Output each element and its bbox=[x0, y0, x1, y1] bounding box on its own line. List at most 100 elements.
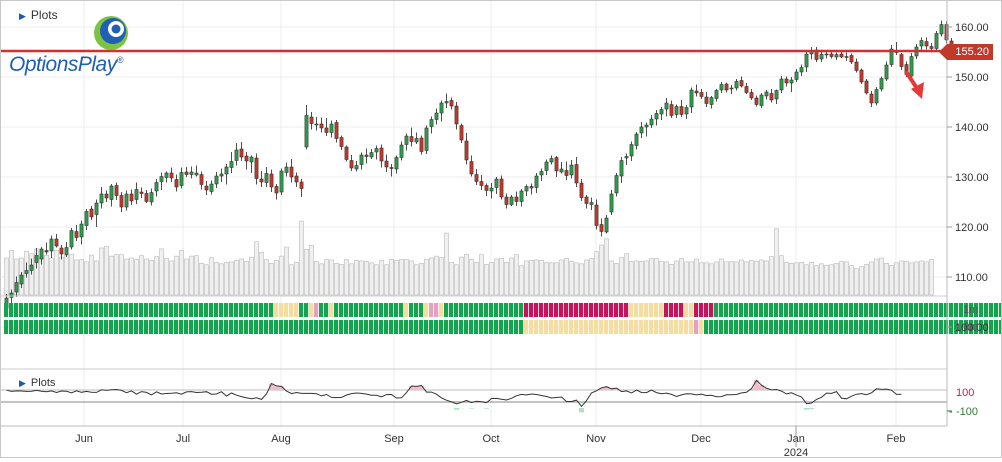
candle-body bbox=[205, 186, 208, 190]
heatmap-cell bbox=[49, 303, 53, 317]
candle bbox=[425, 126, 428, 155]
heatmap-cell bbox=[474, 320, 478, 334]
heatmap-cell bbox=[494, 303, 498, 317]
heatmap-cell bbox=[649, 320, 653, 334]
volume-bar bbox=[190, 256, 194, 295]
heatmap-cell bbox=[164, 303, 168, 317]
volume-bar bbox=[165, 259, 169, 295]
heatmap-cell bbox=[469, 320, 473, 334]
volume-bar bbox=[440, 258, 444, 295]
volume-bar bbox=[215, 262, 219, 295]
heatmap-cell bbox=[764, 320, 768, 334]
volume-bar bbox=[330, 260, 334, 295]
heatmap-cell bbox=[369, 320, 373, 334]
heatmap-cell bbox=[544, 303, 548, 317]
heatmap-cell bbox=[714, 303, 718, 317]
heatmap-cell bbox=[404, 303, 408, 317]
heatmap-cell bbox=[574, 303, 578, 317]
candle-body bbox=[405, 136, 408, 145]
heatmap-cell bbox=[719, 303, 723, 317]
heatmap-cell bbox=[904, 320, 908, 334]
candle-body bbox=[900, 55, 903, 67]
heatmap-cell bbox=[99, 303, 103, 317]
heatmap-cell bbox=[179, 320, 183, 334]
heatmap-cell bbox=[799, 303, 803, 317]
heatmap-cell bbox=[159, 303, 163, 317]
heatmap-cell bbox=[239, 320, 243, 334]
heatmap-cell bbox=[834, 320, 838, 334]
heatmap-cell bbox=[529, 320, 533, 334]
candle-body bbox=[60, 248, 63, 254]
heatmap-cell bbox=[119, 320, 123, 334]
volume-bar bbox=[245, 261, 249, 295]
heatmap-cell bbox=[579, 320, 583, 334]
volume-bar bbox=[220, 264, 224, 295]
heatmap-cell bbox=[464, 320, 468, 334]
candle-body bbox=[780, 79, 783, 90]
candle-body bbox=[710, 98, 713, 105]
candle-body bbox=[130, 194, 133, 201]
heatmap-cell bbox=[539, 320, 543, 334]
volume-bar bbox=[920, 261, 924, 295]
volume-bar bbox=[60, 257, 64, 295]
candle-body bbox=[865, 81, 868, 93]
osc-minus-sign: - bbox=[949, 406, 953, 418]
candle-body bbox=[490, 188, 493, 191]
heatmap-cell bbox=[254, 320, 258, 334]
heatmap-cell bbox=[594, 320, 598, 334]
heatmap-cell bbox=[844, 303, 848, 317]
heatmap-cell bbox=[79, 303, 83, 317]
heatmap-cell bbox=[49, 320, 53, 334]
volume-bar bbox=[470, 259, 474, 295]
heatmap-cell bbox=[259, 320, 263, 334]
volume-bar bbox=[295, 262, 299, 295]
candle-body bbox=[355, 166, 358, 170]
candle-body bbox=[830, 54, 833, 57]
volume-bar bbox=[780, 256, 784, 295]
heatmap-cell bbox=[954, 303, 958, 317]
heatmap-cell bbox=[104, 320, 108, 334]
heatmap-cell bbox=[194, 320, 198, 334]
heatmap-cell bbox=[684, 320, 688, 334]
heatmap-cell bbox=[349, 320, 353, 334]
heatmap-cell bbox=[354, 320, 358, 334]
volume-bar bbox=[660, 261, 664, 295]
candle-body bbox=[795, 72, 798, 80]
heatmap-cell bbox=[764, 303, 768, 317]
heatmap-cell bbox=[719, 320, 723, 334]
heatmap-cell bbox=[399, 303, 403, 317]
volume-bar bbox=[805, 265, 809, 295]
heatmap-cell bbox=[109, 303, 113, 317]
heatmap-cell bbox=[334, 303, 338, 317]
heatmap-cell bbox=[129, 320, 133, 334]
heatmap-cell bbox=[889, 303, 893, 317]
heatmap-cell bbox=[244, 303, 248, 317]
candle-body bbox=[330, 124, 333, 133]
candle bbox=[865, 79, 868, 95]
heatmap-cell bbox=[399, 320, 403, 334]
volume-bar bbox=[285, 247, 289, 295]
candle-body bbox=[165, 173, 168, 178]
volume-bar bbox=[645, 261, 649, 295]
plots-toggle-bottom[interactable]: ▶Plots bbox=[19, 377, 55, 389]
heatmap-cell bbox=[859, 320, 863, 334]
heatmap-cell bbox=[164, 320, 168, 334]
heatmap-cell bbox=[24, 303, 28, 317]
candle bbox=[460, 124, 463, 144]
heatmap-cell bbox=[609, 303, 613, 317]
heatmap-cell bbox=[144, 320, 148, 334]
candle-body bbox=[555, 158, 558, 172]
candle-body bbox=[510, 197, 513, 205]
heatmap-cell bbox=[829, 303, 833, 317]
heatmap-cell bbox=[9, 303, 13, 317]
candle-body bbox=[340, 138, 343, 147]
volume-bar bbox=[65, 255, 69, 295]
heatmap-cell bbox=[789, 303, 793, 317]
heatmap-cell bbox=[289, 303, 293, 317]
heatmap-cell bbox=[449, 320, 453, 334]
volume-bar bbox=[50, 258, 54, 295]
volume-bar bbox=[560, 260, 564, 295]
heatmap-cell bbox=[869, 303, 873, 317]
heatmap-cell bbox=[94, 303, 98, 317]
volume-bar bbox=[865, 264, 869, 295]
